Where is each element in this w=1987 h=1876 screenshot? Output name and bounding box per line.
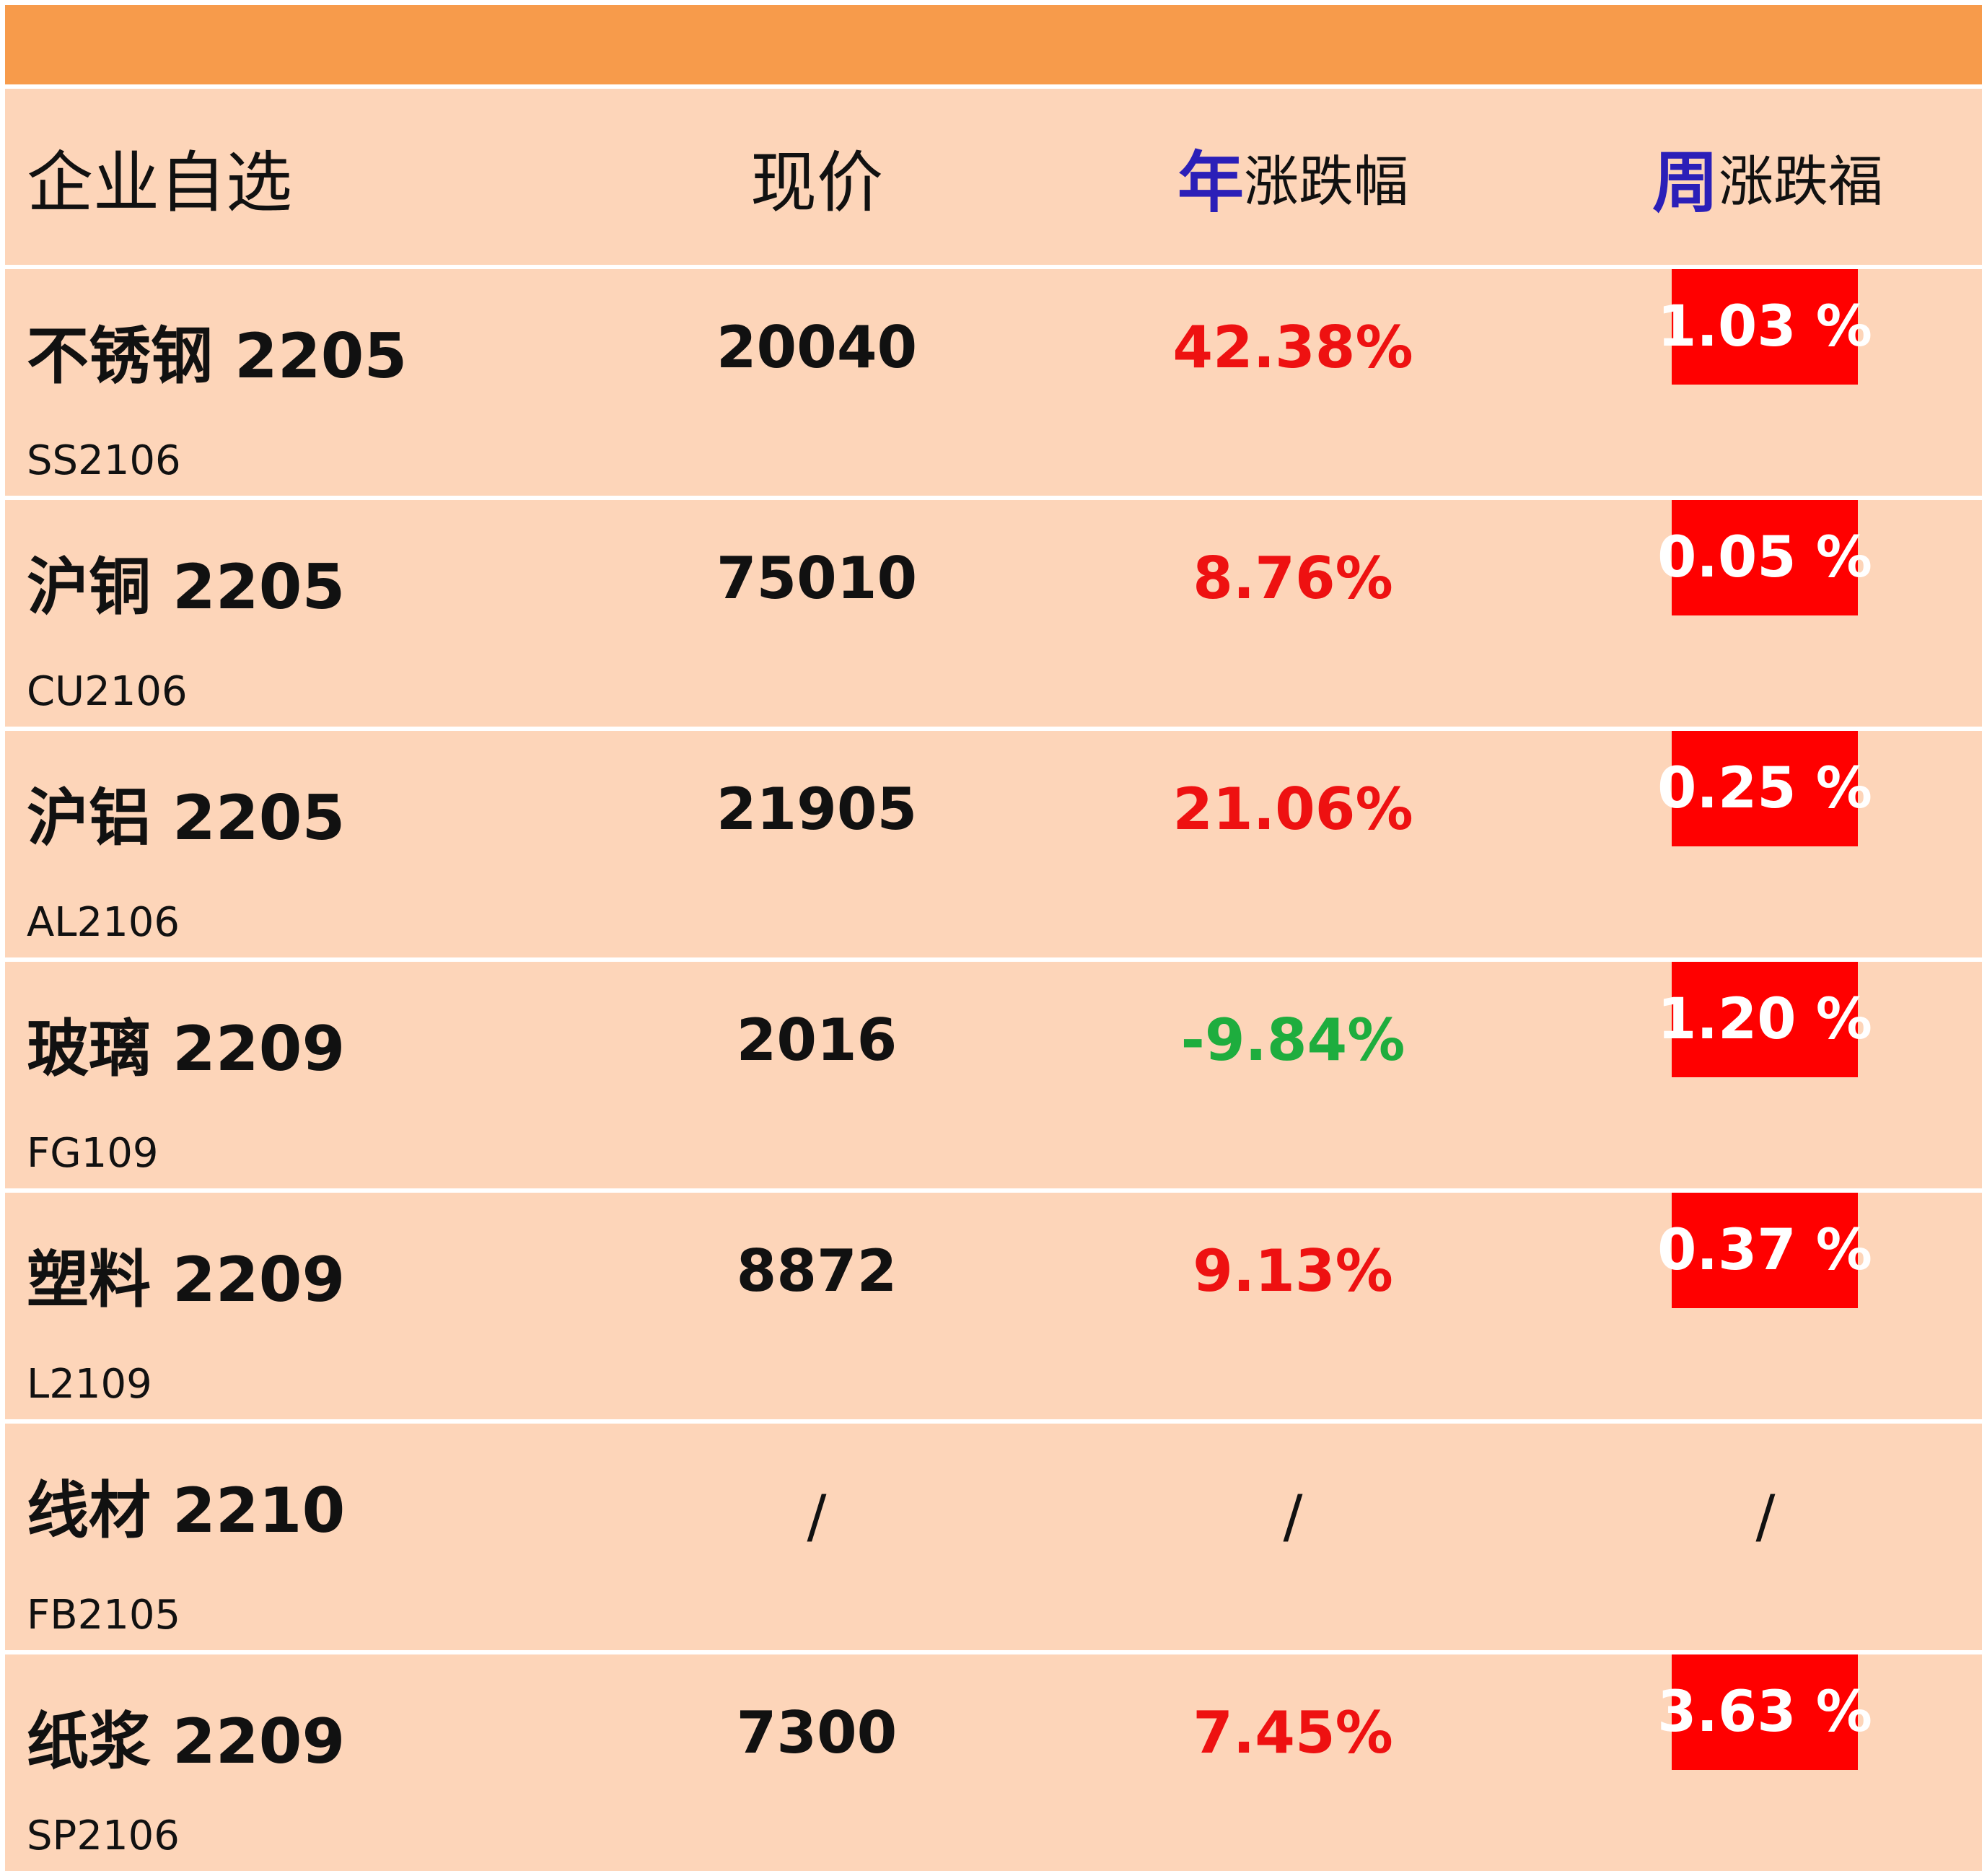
year-change: 42.38%: [1172, 313, 1413, 381]
contract-code: FG109: [27, 1130, 159, 1177]
year-change: 7.45%: [1193, 1699, 1393, 1766]
week-change-badge: 1.20 %: [1657, 962, 1872, 1077]
year-change: 9.13%: [1193, 1237, 1393, 1305]
year-change: 21.06%: [1172, 775, 1413, 843]
current-price: /: [807, 1482, 827, 1550]
week-change-badge: 0.05 %: [1657, 500, 1872, 615]
contract-code: SP2106: [27, 1813, 180, 1859]
year-change: 8.76%: [1193, 544, 1393, 612]
contract-name: 不锈钢 2205: [27, 320, 408, 393]
header-week-accent: 周: [1652, 144, 1719, 222]
table-row[interactable]: 不锈钢 2205 SS2106 20040 42.38% 1.03 %: [5, 269, 1982, 496]
contract-code: SS2106: [27, 437, 181, 484]
table-row[interactable]: 玻璃 2209 FG109 2016 -9.84% 1.20 %: [5, 962, 1982, 1188]
table-row[interactable]: 沪铜 2205 CU2106 75010 8.76% 0.05 %: [5, 500, 1982, 727]
current-price: 75010: [716, 544, 918, 612]
header-name-cell: 企业自选: [27, 89, 676, 265]
contract-code: CU2106: [27, 668, 188, 715]
contract-name: 玻璃 2209: [27, 1013, 346, 1085]
contract-code: AL2106: [27, 899, 180, 946]
header-week-label: 涨跌福: [1719, 149, 1883, 214]
week-change-badge: 3.63 %: [1657, 1654, 1872, 1770]
header-yoy-accent: 年: [1177, 144, 1244, 222]
year-change: /: [1283, 1482, 1303, 1550]
quote-table: 企业自选 现价 年涨跌幅 周涨跌福 不锈钢 2205 SS2106 20040 …: [5, 5, 1982, 1871]
table-row[interactable]: 线材 2210 FB2105 / / /: [5, 1424, 1982, 1650]
contract-name: 塑料 2209: [27, 1244, 346, 1316]
current-price: 2016: [736, 1006, 898, 1074]
week-change-badge: 1.03 %: [1657, 269, 1872, 385]
header-row: 企业自选 现价 年涨跌幅 周涨跌福: [5, 89, 1982, 265]
contract-name: 线材 2210: [27, 1475, 346, 1547]
current-price: 20040: [716, 313, 918, 381]
contract-name: 沪铝 2205: [27, 782, 346, 854]
top-banner: [5, 5, 1982, 84]
header-week-cell: 周涨跌福: [1605, 89, 1930, 265]
header-selection-label: 企业自选: [27, 144, 293, 222]
contract-name: 沪铜 2205: [27, 551, 346, 623]
header-price-label: 现价: [750, 144, 883, 222]
table-row[interactable]: 沪铝 2205 AL2106 21905 21.06% 0.25 %: [5, 731, 1982, 957]
header-yoy-label: 涨跌幅: [1244, 149, 1408, 214]
table-row[interactable]: 纸浆 2209 SP2106 7300 7.45% 3.63 %: [5, 1654, 1982, 1871]
header-price-cell: 现价: [676, 89, 957, 265]
week-change: /: [1755, 1482, 1776, 1550]
table-row[interactable]: 塑料 2209 L2109 8872 9.13% 0.37 %: [5, 1193, 1982, 1419]
current-price: 8872: [736, 1237, 898, 1305]
header-yoy-cell: 年涨跌幅: [1131, 89, 1455, 265]
contract-name: 纸浆 2209: [27, 1706, 346, 1778]
week-change-badge: 0.25 %: [1657, 731, 1872, 846]
week-change-badge: 0.37 %: [1657, 1193, 1872, 1308]
contract-code: L2109: [27, 1361, 152, 1408]
year-change: -9.84%: [1180, 1006, 1405, 1074]
contract-code: FB2105: [27, 1592, 181, 1639]
current-price: 7300: [736, 1699, 898, 1766]
current-price: 21905: [716, 775, 918, 843]
